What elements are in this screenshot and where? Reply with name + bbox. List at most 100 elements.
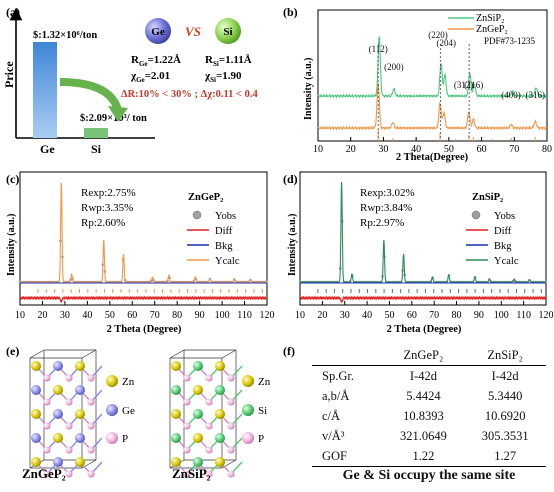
price-drop-arrowhead bbox=[108, 106, 128, 122]
rexp-text-d: Rexp:3.02% bbox=[360, 187, 415, 199]
p-atom bbox=[183, 446, 191, 454]
zn-atom bbox=[215, 457, 225, 467]
legend-si-label: Si bbox=[258, 405, 267, 417]
p-atom bbox=[205, 470, 213, 478]
p-atom bbox=[65, 470, 73, 478]
legend-ge-ball bbox=[106, 404, 118, 416]
x-tick-label-b: 20 bbox=[346, 144, 356, 155]
table-cell: Sp.Gr. bbox=[322, 369, 354, 383]
p-atom bbox=[43, 374, 51, 382]
znsip2-xrd-trace bbox=[317, 36, 548, 99]
x-tick-label: 100 bbox=[215, 310, 230, 321]
x-tick-label: 70 bbox=[429, 310, 439, 321]
panel-e: (e) Zn Ge P Zn Si P ZnGeP₂ ZnSiP₂ bbox=[6, 344, 271, 481]
r-si-text: RSi=1.11Å bbox=[205, 54, 252, 68]
y-axis-label-d: Intensity (a.u.) bbox=[287, 213, 298, 276]
p-atom bbox=[65, 374, 73, 382]
legend-ge-label: Ge bbox=[122, 405, 135, 417]
peak-label: (400) bbox=[501, 90, 521, 100]
si-price-bar bbox=[84, 128, 108, 138]
zn-atom bbox=[75, 457, 85, 467]
title-d: ZnSiP₂ bbox=[472, 192, 503, 203]
zngep2-xrd-trace bbox=[317, 83, 548, 131]
table-cell: GOF bbox=[322, 449, 348, 463]
panel-label-f: (f) bbox=[283, 344, 295, 358]
rp-text-c: Rp:2.60% bbox=[81, 217, 125, 229]
p-atom bbox=[87, 422, 95, 430]
x-ticks-b: 10 20 30 40 50 60 70 80 bbox=[313, 137, 552, 155]
table-header-cell bbox=[312, 345, 383, 366]
cell-edge bbox=[81, 349, 97, 359]
si-atom bbox=[171, 385, 181, 395]
chi-ge-text: χGe=2.01 bbox=[130, 70, 170, 84]
p-atom bbox=[183, 470, 191, 478]
si-atom-symbol: Si bbox=[223, 26, 232, 38]
ge-atom bbox=[31, 433, 41, 443]
zngep2-structure-label: ZnGeP₂ bbox=[22, 466, 66, 481]
p-atom bbox=[183, 422, 191, 430]
panel-d: (d) Intensity (a.u.) 2 Theta (Degree) 10… bbox=[283, 171, 554, 335]
x-tick-label: 60 bbox=[407, 310, 417, 321]
rexp-text-c: Rexp:2.75% bbox=[81, 187, 136, 199]
panel-c: (c) Intensity (a.u.) 2 Theta (Degree) 10… bbox=[6, 171, 275, 335]
legend-p-ball-2 bbox=[242, 432, 254, 444]
peak-label: (204) bbox=[436, 38, 456, 48]
table-row: Sp.Gr. I-42d I-42d bbox=[312, 366, 546, 387]
zn-atom bbox=[53, 385, 63, 395]
p-atom bbox=[65, 446, 73, 454]
table-cell: 321.0649 bbox=[399, 429, 447, 443]
p-atom bbox=[183, 374, 191, 382]
lattice-parameter-table: ZnGeP₂ ZnSiP₂ Sp.Gr. I-42d I-42d a,b/Å 5… bbox=[312, 345, 546, 467]
p-atom bbox=[227, 422, 235, 430]
x-tick-label: 80 bbox=[452, 310, 462, 321]
zn-atom bbox=[31, 361, 41, 371]
xrd-plot-b: (112)(200)(220)(204)(312)(116)(400) (316) bbox=[317, 30, 548, 141]
legend-p-label-2: P bbox=[258, 433, 264, 445]
x-tick-label: 60 bbox=[127, 310, 137, 321]
title-c: ZnGeP₂ bbox=[188, 192, 223, 203]
x-tick-label: 50 bbox=[384, 310, 394, 321]
x-tick-label: 90 bbox=[195, 310, 205, 321]
x-tick-label: 90 bbox=[474, 310, 484, 321]
cell-edge bbox=[221, 349, 237, 359]
zngep2-unit-cell bbox=[29, 349, 103, 478]
panel-label-a: (a) bbox=[6, 5, 20, 19]
table-cell: 10.8393 bbox=[403, 409, 444, 423]
x-tick-label: 10 bbox=[295, 310, 305, 321]
peak-label: (312) bbox=[454, 80, 474, 90]
p-atom bbox=[87, 470, 95, 478]
table-cell: v/Å³ bbox=[322, 429, 345, 443]
table-cell: c/Å bbox=[322, 409, 341, 423]
legend-d: Yobs Diff Bkg Ycalc bbox=[466, 210, 519, 267]
zn-atom bbox=[171, 457, 181, 467]
peak-label: (116) bbox=[464, 80, 483, 90]
table-header-cell: ZnSiP₂ bbox=[487, 348, 523, 362]
table-cell: 305.3531 bbox=[481, 429, 529, 443]
panel-label-c: (c) bbox=[6, 172, 19, 186]
legend-label-znsip2: ZnSiP₂ bbox=[476, 13, 505, 24]
legend-entry-label: Yobs bbox=[215, 211, 236, 222]
zn-atom bbox=[193, 433, 203, 443]
p-atom bbox=[227, 470, 235, 478]
legend-entry-label: Bkg bbox=[215, 241, 233, 252]
legend-label-zngep2: ZnGeP₂ bbox=[476, 24, 508, 35]
price-axis-label: Price bbox=[2, 61, 16, 88]
legend-zn-ball-1 bbox=[106, 375, 118, 387]
x-tick-label: 120 bbox=[539, 310, 554, 321]
rietveld-plot-c bbox=[18, 182, 268, 304]
x-tick-label: 100 bbox=[494, 310, 509, 321]
zn-atom bbox=[75, 409, 85, 419]
si-atom bbox=[215, 385, 225, 395]
ge-category-label: Ge bbox=[40, 142, 55, 156]
table-cell: I-42d bbox=[491, 369, 519, 383]
ycalc-trace bbox=[20, 182, 267, 283]
diff-trace bbox=[299, 295, 547, 304]
p-atom bbox=[65, 398, 73, 406]
diff-trace bbox=[19, 295, 268, 304]
table-header-cell: ZnGeP₂ bbox=[403, 348, 444, 362]
si-atom bbox=[171, 433, 181, 443]
rietveld-plot-d bbox=[298, 181, 547, 304]
si-atom bbox=[193, 457, 203, 467]
table-row: v/Å³ 321.0649 305.3531 bbox=[312, 426, 546, 446]
table-cell: 1.22 bbox=[412, 449, 435, 463]
